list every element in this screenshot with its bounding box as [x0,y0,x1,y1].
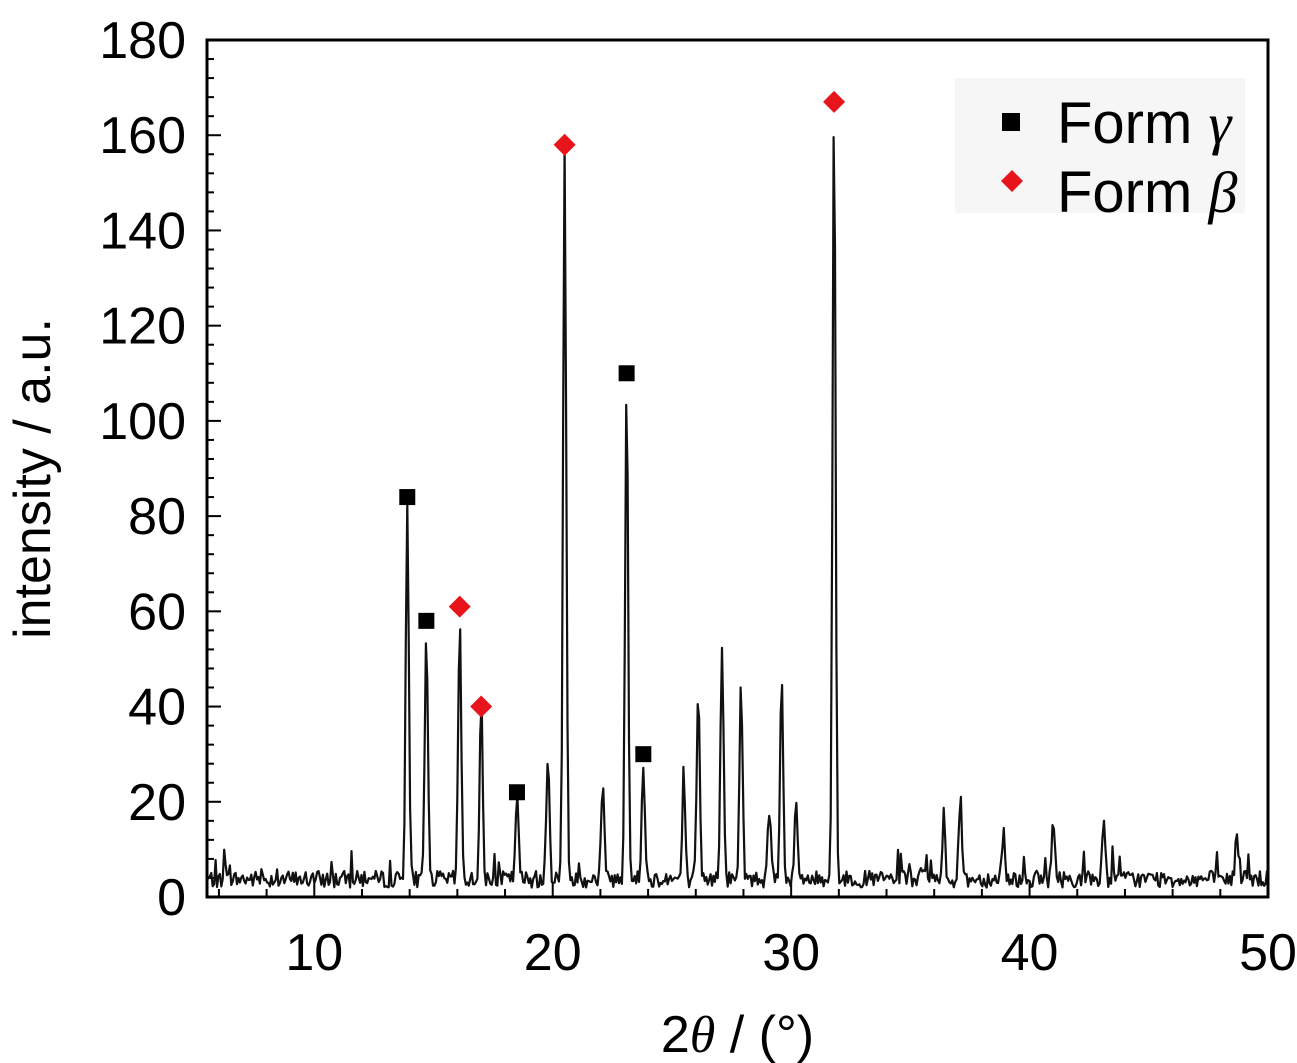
form-gamma-marker [508,784,525,801]
legend-label-form-gamma: Form γ [1057,91,1233,156]
form-beta-marker [823,90,846,113]
x-tick-label: 10 [285,924,343,982]
form-beta-marker [553,133,576,156]
y-tick-label: 40 [128,679,186,737]
form-gamma-marker [635,746,652,763]
y-axis-title: intensity / a.u. [4,318,62,639]
x-tick-label: 50 [1239,924,1297,982]
x-tick-label: 20 [524,924,582,982]
form-gamma-marker [618,365,635,382]
y-tick-label: 120 [99,298,186,356]
x-axis-title: 2θ / (°) [661,1006,814,1063]
axis-tick-labels: 10 20 30 40 50 0 20 40 60 80 100 120 140 160 180 [99,12,1297,982]
y-tick-label: 160 [99,107,186,165]
y-tick-label: 180 [99,12,186,70]
legend: Form γ Form β [955,78,1245,225]
y-tick-label: 20 [128,774,186,832]
legend-marker-form-beta [1001,170,1023,192]
y-tick-label: 140 [99,202,186,260]
form-gamma-marker [399,489,416,506]
x-tick-label: 30 [762,924,820,982]
peak-markers [399,90,846,801]
form-beta-marker [470,695,493,718]
legend-marker-form-gamma [1002,113,1020,131]
form-beta-marker [448,595,471,618]
y-tick-label: 60 [128,583,186,641]
x-tick-label: 40 [1001,924,1059,982]
form-gamma-marker [418,612,435,629]
y-tick-label: 100 [99,393,186,451]
axis-ticks [207,39,1269,898]
y-tick-label: 0 [157,869,186,927]
legend-label-form-beta: Form β [1057,160,1237,225]
legend-background [955,78,1245,213]
plot-frame [205,38,1270,899]
diffraction-pattern-line [206,136,1269,889]
y-tick-label: 80 [128,488,186,546]
